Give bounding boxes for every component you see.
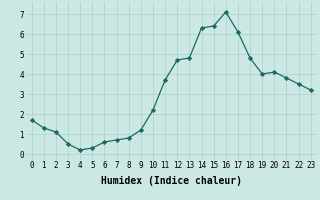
X-axis label: Humidex (Indice chaleur): Humidex (Indice chaleur) xyxy=(101,176,242,186)
